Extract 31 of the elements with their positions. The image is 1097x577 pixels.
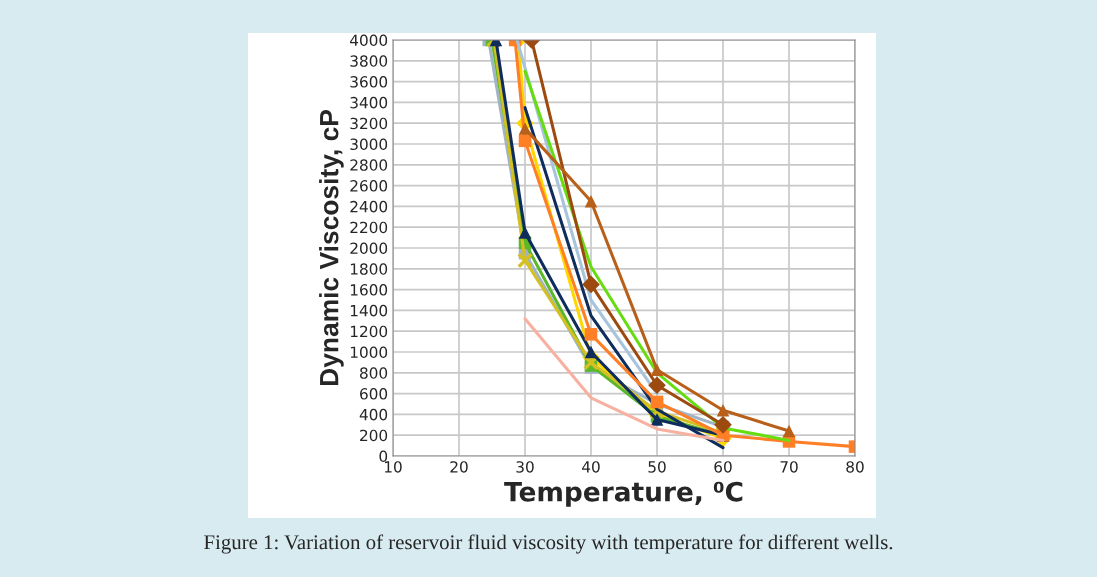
x-tick-label: 60 — [714, 461, 732, 473]
y-tick-label: 2000 — [350, 242, 388, 255]
y-tick-label: 400 — [359, 408, 388, 421]
y-tick-label: 600 — [360, 388, 388, 400]
y-tick-label: 1200 — [350, 325, 388, 338]
y-tick-label: 2800 — [350, 159, 388, 171]
y-axis-title: Dynamic Viscosity, cP — [319, 110, 344, 386]
y-tick-label: 1400 — [350, 304, 388, 317]
x-axis-title: Temperature, ⁰C — [504, 481, 743, 507]
caption: Figure 1: Variation of reservoir fluid viscosity with temperature for different wells. — [204, 534, 893, 554]
y-tick-label: 200 — [360, 429, 388, 442]
y-tick-label: 800 — [360, 367, 388, 379]
y-tick-label: 1800 — [350, 263, 388, 275]
y-tick-label: 4000 — [350, 34, 388, 47]
y-tick-label: 3600 — [350, 76, 388, 88]
y-tick-label: 2200 — [350, 221, 388, 234]
x-tick-label: 30 — [516, 461, 534, 473]
y-tick-label: 2600 — [350, 180, 388, 192]
x-tick-label: 40 — [582, 461, 600, 473]
x-tick-label: 80 — [846, 461, 864, 473]
y-tick-label: 1000 — [350, 346, 388, 359]
y-tick-label: 3800 — [350, 55, 388, 67]
y-tick-label: 3400 — [350, 96, 388, 109]
x-tick-label: 50 — [648, 461, 666, 473]
x-tick-label: 20 — [450, 461, 468, 473]
y-tick-label: 2400 — [350, 200, 388, 213]
y-tick-label: 3000 — [350, 138, 388, 151]
x-tick-label: 70 — [780, 461, 798, 473]
y-tick-label: 1600 — [350, 284, 388, 296]
x-tick-label: 10 — [384, 461, 402, 473]
y-tick-label: 3200 — [350, 117, 388, 130]
